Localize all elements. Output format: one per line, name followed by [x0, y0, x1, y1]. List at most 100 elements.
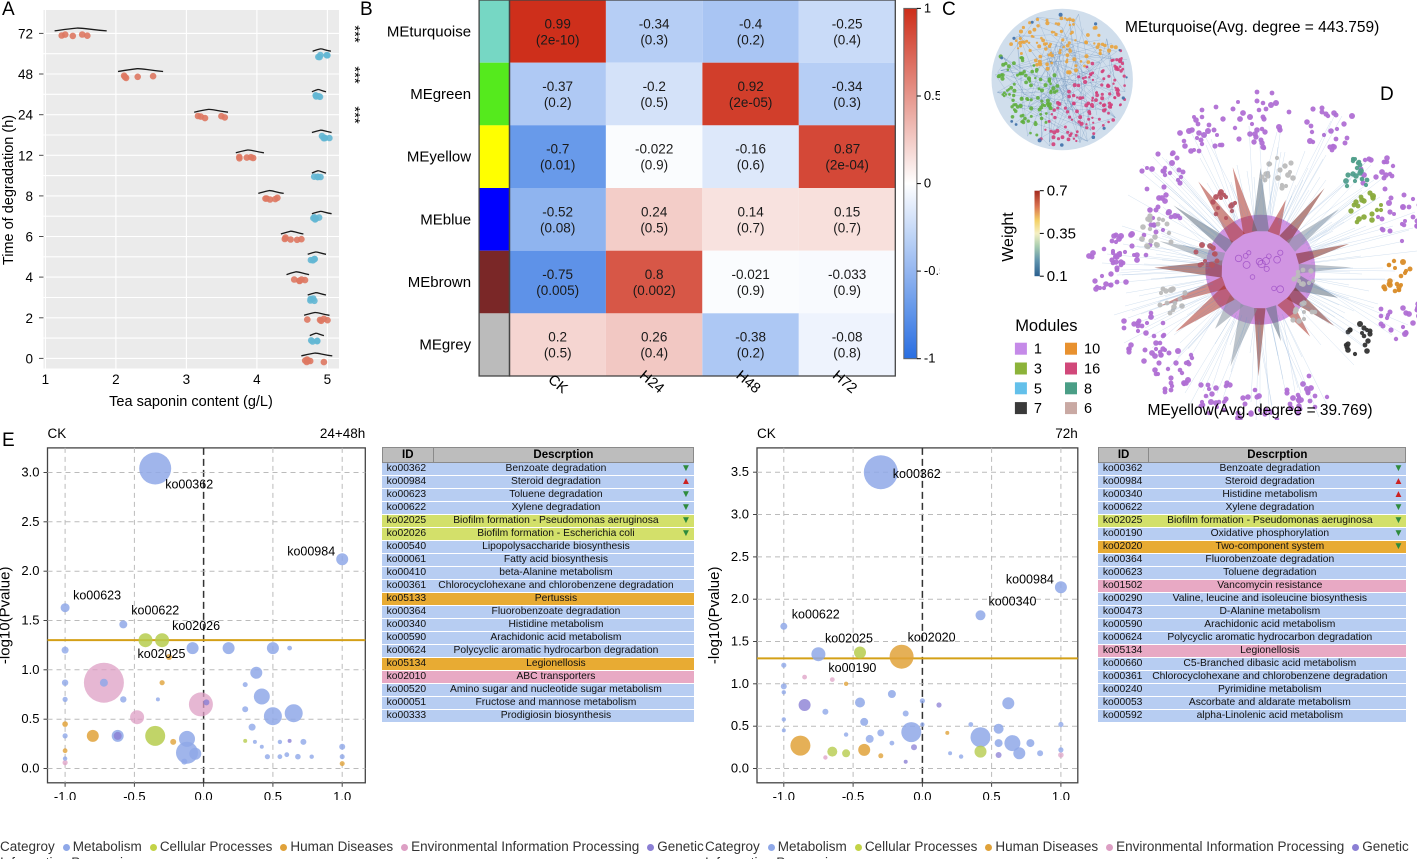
svg-text:0.8: 0.8 [645, 267, 664, 282]
svg-text:-0.37: -0.37 [542, 79, 573, 94]
svg-text:4: 4 [253, 372, 261, 387]
svg-text:0.5: 0.5 [924, 88, 940, 103]
svg-text:1.0: 1.0 [731, 676, 749, 691]
svg-text:3.5: 3.5 [731, 464, 749, 479]
svg-text:-0.34: -0.34 [639, 16, 670, 31]
svg-text:ko02020: ko02020 [908, 631, 956, 645]
svg-text:72h: 72h [1055, 426, 1078, 441]
svg-text:0.2: 0.2 [548, 330, 567, 345]
svg-text:-log10(Pvalue): -log10(Pvalue) [0, 567, 14, 665]
svg-text:1.5: 1.5 [21, 613, 39, 628]
svg-text:(0.4): (0.4) [833, 32, 861, 47]
svg-text:-0.5: -0.5 [123, 789, 145, 800]
svg-text:-0.38: -0.38 [735, 330, 766, 345]
svg-text:-0.52: -0.52 [542, 204, 573, 219]
svg-text:8: 8 [25, 189, 33, 204]
svg-text:ko00622: ko00622 [792, 607, 840, 621]
svg-text:1.0: 1.0 [333, 789, 351, 800]
svg-text:B: B [360, 0, 373, 20]
svg-text:ko02025: ko02025 [138, 647, 186, 661]
svg-text:ko00190: ko00190 [828, 661, 876, 675]
svg-text:(0.002): (0.002) [633, 283, 676, 298]
svg-text:-0.4: -0.4 [739, 16, 763, 31]
svg-text:MEyellow: MEyellow [407, 149, 471, 166]
svg-text:0.0: 0.0 [21, 761, 39, 776]
svg-text:0.26: 0.26 [641, 330, 667, 345]
svg-text:(0.9): (0.9) [640, 158, 668, 173]
svg-text:MEturquoise: MEturquoise [387, 23, 471, 40]
svg-text:48: 48 [18, 67, 33, 82]
svg-text:ko00622: ko00622 [131, 603, 179, 617]
svg-text:-0.5: -0.5 [842, 789, 864, 800]
svg-text:0.5: 0.5 [264, 789, 282, 800]
svg-text:-1: -1 [924, 351, 936, 366]
svg-text:(0.7): (0.7) [737, 220, 765, 235]
svg-text:(0.08): (0.08) [540, 220, 575, 235]
svg-text:ko00362: ko00362 [893, 467, 941, 481]
svg-text:3.0: 3.0 [21, 465, 39, 480]
svg-text:-0.16: -0.16 [735, 142, 766, 157]
svg-text:0.35: 0.35 [1047, 225, 1076, 242]
svg-text:MEturquoise(Avg. degree = 443.: MEturquoise(Avg. degree = 443.759) [1125, 19, 1379, 36]
svg-text:0.0: 0.0 [913, 789, 931, 800]
svg-text:MEbrown: MEbrown [408, 274, 471, 291]
svg-text:A: A [2, 0, 15, 20]
svg-text:(0.6): (0.6) [737, 158, 765, 173]
svg-text:ko02026: ko02026 [172, 619, 220, 633]
svg-text:3: 3 [1034, 362, 1042, 378]
svg-text:2.0: 2.0 [731, 591, 749, 606]
svg-text:-0.7: -0.7 [546, 142, 569, 157]
svg-text:Modules: Modules [1015, 317, 1077, 335]
svg-text:6: 6 [25, 230, 33, 245]
svg-text:(0.5): (0.5) [640, 95, 668, 110]
svg-text:1.0: 1.0 [1052, 789, 1070, 800]
svg-text:0: 0 [25, 351, 33, 366]
svg-text:(0.7): (0.7) [833, 220, 861, 235]
svg-text:(0.5): (0.5) [640, 220, 668, 235]
svg-text:72: 72 [18, 26, 33, 41]
svg-text:Time of degradation (h): Time of degradation (h) [1, 115, 17, 265]
svg-text:0.5: 0.5 [731, 718, 749, 733]
svg-text:24+48h: 24+48h [320, 426, 365, 441]
svg-text:-1.0: -1.0 [773, 789, 795, 800]
svg-text:E: E [2, 430, 15, 451]
svg-text:12: 12 [18, 148, 33, 163]
svg-text:MEblue: MEblue [420, 211, 471, 228]
svg-text:CK: CK [757, 426, 776, 441]
svg-text:2: 2 [112, 372, 120, 387]
svg-text:-0.75: -0.75 [542, 267, 573, 282]
svg-text:0: 0 [924, 176, 931, 191]
svg-text:ko00362: ko00362 [165, 478, 213, 492]
svg-text:1.5: 1.5 [731, 634, 749, 649]
svg-text:-0.5: -0.5 [924, 263, 940, 278]
svg-text:1: 1 [924, 0, 931, 15]
svg-text:(0.8): (0.8) [833, 346, 861, 361]
svg-text:-0.25: -0.25 [832, 16, 863, 31]
svg-text:(0.01): (0.01) [540, 158, 575, 173]
svg-text:2.5: 2.5 [21, 514, 39, 529]
svg-text:1.0: 1.0 [21, 662, 39, 677]
svg-text:(0.2): (0.2) [737, 346, 765, 361]
svg-text:-0.033: -0.033 [828, 267, 866, 282]
svg-text:(0.9): (0.9) [833, 283, 861, 298]
svg-text:-1.0: -1.0 [54, 789, 76, 800]
svg-text:ko00623: ko00623 [73, 589, 121, 603]
svg-text:-0.34: -0.34 [832, 79, 863, 94]
svg-text:2.5: 2.5 [731, 549, 749, 564]
svg-text:(2e-04): (2e-04) [825, 158, 869, 173]
svg-text:0.15: 0.15 [834, 204, 860, 219]
svg-text:MEgreen: MEgreen [410, 86, 471, 103]
svg-text:ko02025: ko02025 [825, 632, 873, 646]
svg-text:-0.022: -0.022 [635, 142, 673, 157]
svg-text:(0.2): (0.2) [737, 32, 765, 47]
svg-text:ko00984: ko00984 [287, 544, 335, 558]
svg-text:MEgrey: MEgrey [419, 337, 471, 354]
svg-text:***: *** [346, 66, 360, 84]
svg-text:***: *** [346, 106, 360, 124]
svg-text:1: 1 [42, 372, 50, 387]
svg-text:10: 10 [1084, 342, 1100, 358]
svg-text:-0.2: -0.2 [643, 79, 666, 94]
svg-text:***: *** [346, 25, 360, 43]
svg-text:4: 4 [25, 270, 33, 285]
svg-text:3: 3 [183, 372, 191, 387]
